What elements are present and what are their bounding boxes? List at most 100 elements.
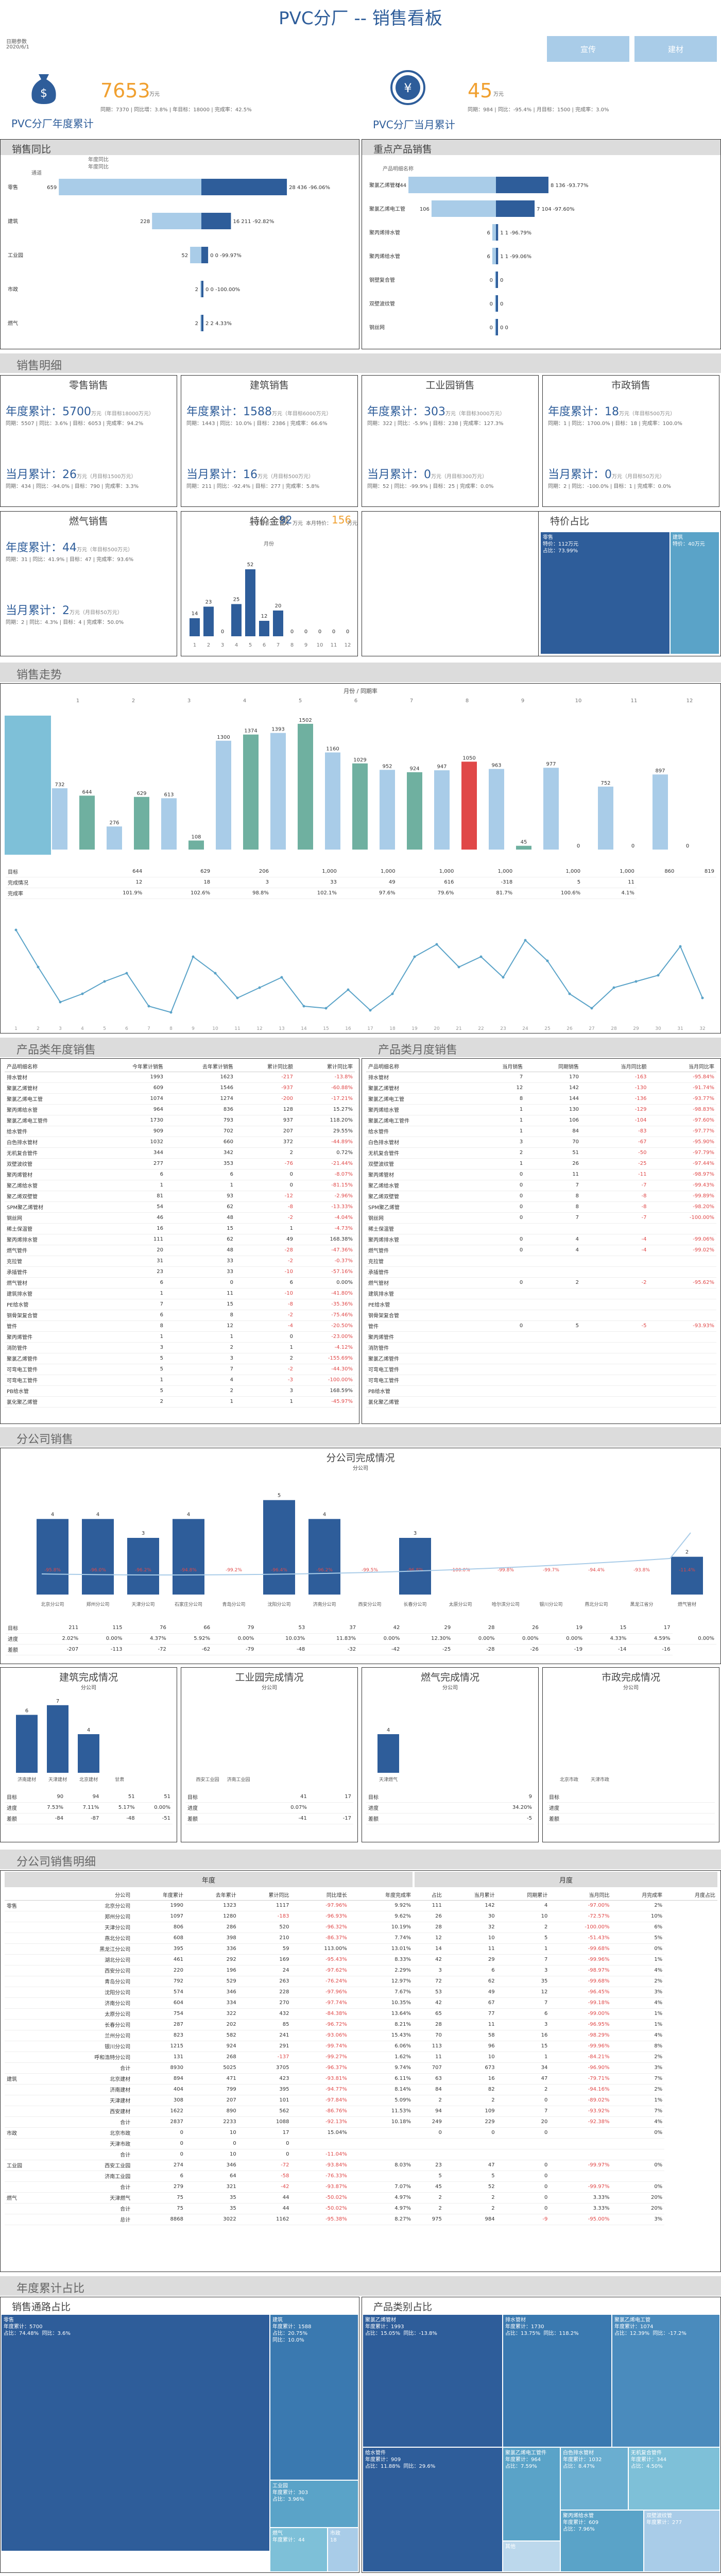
table-cell: -93.77% <box>648 1093 716 1105</box>
bar-cur <box>496 319 498 335</box>
bd-cell: 16 <box>443 2073 497 2084</box>
table-cell <box>525 1364 581 1375</box>
table-cell: -217 <box>235 1072 295 1083</box>
table-row: 聚丙烯管件 1 1 0 -23.00% <box>5 1331 355 1343</box>
detail-year-value: 44 <box>62 541 77 554</box>
trend-cell: 81.7% <box>456 888 515 899</box>
bd-cell: -92.13% <box>291 2116 349 2128</box>
table-cell: 2 <box>469 1147 525 1159</box>
bd-cell: 29 <box>443 1954 497 1965</box>
bd-cell: 0 <box>238 2138 291 2149</box>
table-cell: 0 <box>235 1331 295 1343</box>
table-row: 燃气管件 0 4 -4 -99.02% <box>366 1245 716 1256</box>
sub-table-2: 目标 9 进度 34.20% 差额 -5 <box>366 1791 534 1824</box>
branch-cell: 15 <box>585 1622 629 1634</box>
prodyear-table: 产品明细名称 今年累计销售 去年累计销售 累计同比额 累计同比率 排水管材 1993 1623… <box>5 1061 355 1408</box>
bd-cell: 呼和浩特分公司 <box>46 2052 133 2063</box>
bd-cell: 279 <box>132 2181 185 2193</box>
sub-bar-label: 7 <box>56 1699 59 1704</box>
bd-cell: 0 <box>496 2203 550 2214</box>
branch-name: 银川分公司 <box>539 1601 562 1607</box>
bd-cell <box>349 2127 413 2139</box>
bd-cell: 6 <box>132 2171 185 2182</box>
bd-cell <box>496 2138 550 2149</box>
branchdetail-panel: 年度 月度 分公司 年度累计 去年累计 累计同比 同比增长 年度完成率 占比 当月累计 同期累计… <box>0 1870 721 2272</box>
table-cell: 管件 <box>5 1320 95 1332</box>
sub-bar <box>78 1734 99 1773</box>
bd-cell <box>413 2138 444 2149</box>
tejia-bar <box>273 611 283 636</box>
table-row: 消防管件 3 2 1 -4.12% <box>5 1342 355 1353</box>
table-cell <box>525 1299 581 1310</box>
branch-cell: -42 <box>358 1644 402 1655</box>
branch-bar-label: 3 <box>414 1531 417 1536</box>
bd-cell: 792 <box>132 1976 185 1987</box>
table-cell: 1 <box>95 1180 165 1191</box>
share-cell-retail[interactable]: 零售 特价：112万元 占比：73.99% <box>541 532 670 654</box>
table-row: 承插管件 23 33 -10 -57.16% <box>5 1266 355 1278</box>
table-cell: 聚乙烯双壁管 <box>366 1191 469 1202</box>
trend-cell: 206 <box>212 866 271 877</box>
kpi-year-note: 同期：7370 | 同比增：3.8% | 年目标：18000 | 完成率：42.… <box>100 107 252 113</box>
trend-bar <box>407 772 422 850</box>
bd-cell: 263 <box>238 1976 291 1987</box>
bd-cell: 754 <box>132 2008 185 2020</box>
branch-cell: -113 <box>80 1644 125 1655</box>
trend-cell: 97.6% <box>338 888 398 899</box>
filter-button-2[interactable]: 建材 <box>634 36 717 62</box>
bd-cell: 806 <box>132 1922 185 1933</box>
bd-cell: 207 <box>185 2095 238 2106</box>
table-cell: 4 <box>525 1245 581 1256</box>
table-cell: 聚丙烯给水管 <box>5 1104 95 1115</box>
bd-cell: 10% <box>611 1911 665 1922</box>
bd-cell: 9.62% <box>349 1911 413 1922</box>
bd-cell: 0 <box>496 2171 550 2182</box>
table-cell: 克拉管 <box>5 1256 95 1267</box>
trend-month: 12 <box>686 698 693 704</box>
sub-cell: 0.00% <box>136 1802 173 1814</box>
share-cell-build[interactable]: 建筑 特价：40万元 <box>671 532 719 654</box>
filter-button-1[interactable]: 宣传 <box>547 36 629 62</box>
bd-cell: 63 <box>413 2073 444 2084</box>
yoy-legend-2: 年度同比 <box>88 164 109 170</box>
bd-cell: 346 <box>185 2160 238 2171</box>
table-cell: 白色排水管材 <box>5 1137 95 1148</box>
bar-label: 建筑 <box>8 218 18 225</box>
tejia-bar <box>203 606 214 636</box>
trend-bar <box>543 768 559 850</box>
bd-cell: 2233 <box>185 2116 238 2128</box>
trend-bar <box>161 798 177 850</box>
bd-cell: 241 <box>238 2030 291 2041</box>
detail-year-unit: 万元（年目标6000万元） <box>272 411 332 417</box>
table-cell <box>648 1310 716 1321</box>
table-cell: 2 <box>95 1396 165 1408</box>
tejia-sub: 月份 <box>264 541 274 547</box>
trend-line <box>15 929 703 1013</box>
bd-cell: 84 <box>413 2084 444 2095</box>
detail-title-1: 建筑销售 <box>249 380 289 391</box>
sub-row: 目标 41 17 <box>185 1791 353 1803</box>
branch-cell: -16 <box>628 1644 673 1655</box>
sub-cell: -51 <box>136 1813 173 1824</box>
bd-row: 合计 279 321 -42 -93.87% 7.07% 45 52 0 -99.97% 0% <box>5 2181 717 2193</box>
sub-cell: -87 <box>65 1813 101 1824</box>
table-cell: 0 <box>469 1180 525 1191</box>
table-cell: 3 <box>469 1137 525 1148</box>
trend-line-tick: 23 <box>500 1026 506 1031</box>
trend-title: 月份 / 同期率 <box>344 688 377 694</box>
table-cell: -25 <box>581 1158 649 1170</box>
bd-cell: 229 <box>443 2116 497 2128</box>
sub-cell: -17 <box>308 1813 353 1824</box>
sub-row: 差额 <box>547 1813 715 1824</box>
sub-cell: 差额 <box>185 1813 237 1824</box>
bd-cell: 75 <box>132 2192 185 2204</box>
trend-line-tick: 22 <box>478 1026 484 1031</box>
table-cell <box>648 1353 716 1364</box>
bd-row: 济南建材 404 799 395 -94.77% 8.14% 84 82 2 -94.16% 2% <box>5 2084 717 2095</box>
bd-cell: 天津分公司 <box>46 1922 133 1933</box>
bd-row: 建筑 北京建材 894 471 423 -93.81% 6.11% 63 16 47 -79.71%… <box>5 2073 717 2084</box>
bd-cell: 673 <box>443 2062 497 2074</box>
bd-header-cell: 月完成率 <box>611 1889 665 1901</box>
detail-title-2: 工业园销售 <box>425 380 475 391</box>
bd-cell: 404 <box>132 2084 185 2095</box>
